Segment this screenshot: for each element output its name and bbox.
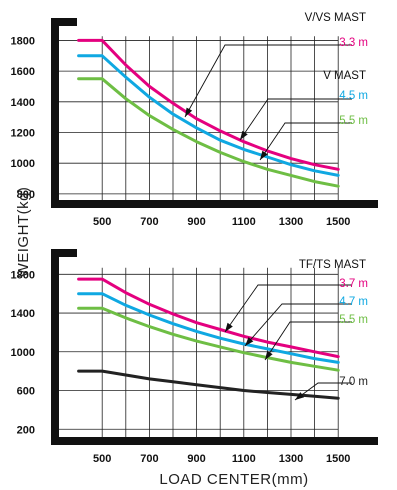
x-tick-label: 1100 [232, 216, 256, 228]
series-line [77, 77, 340, 188]
axis-frame-left [51, 18, 77, 200]
leader-arrowhead [185, 107, 193, 117]
y-tick-label: 1000 [11, 158, 35, 170]
y-tick-label: 1200 [11, 127, 35, 139]
x-tick-label: 900 [187, 216, 205, 228]
series-label: 7.0 m [339, 376, 368, 388]
series-label: 5.5 m [339, 115, 368, 127]
x-tick-label: 1100 [232, 453, 256, 465]
x-axis-label: LOAD CENTER(mm) [159, 471, 308, 488]
series-label: 5.5 m [339, 314, 368, 326]
mast-title: V MAST [323, 70, 366, 82]
x-tick-label: 1500 [326, 216, 350, 228]
x-tick-label: 1300 [279, 216, 303, 228]
x-tick-label: 700 [140, 453, 158, 465]
y-tick-label: 1000 [11, 347, 35, 359]
chart-bottom: 200 600 1000 1400 1800 500 700 900 1100 1300 1500 T… [11, 249, 378, 465]
leader-arrowhead [295, 392, 305, 400]
leader-arrowhead [260, 150, 268, 160]
x-tick-label: 1500 [326, 453, 350, 465]
series-label: 4.7 m [339, 296, 368, 308]
y-axis-label: WEIGHT(kg) [15, 187, 32, 278]
y-tick-label: 1600 [11, 66, 35, 78]
y-tick-label: 200 [17, 424, 35, 436]
axis-frame-left [51, 249, 77, 437]
mast-title: V/VS MAST [305, 12, 366, 24]
mast-title: TF/TS MAST [299, 259, 366, 271]
x-tick-label: 500 [93, 216, 111, 228]
series-label: 4.5 m [339, 90, 368, 102]
leader-arrowhead [245, 337, 254, 346]
leader-line [239, 98, 352, 141]
x-tick-label: 500 [93, 453, 111, 465]
leader-arrowhead [225, 322, 233, 332]
series-line [77, 369, 340, 400]
leader-line [244, 303, 352, 347]
y-tick-label: 600 [17, 386, 35, 398]
series-line [77, 292, 340, 364]
series-label: 3.3 m [339, 37, 368, 49]
x-tick-label: 1300 [279, 453, 303, 465]
y-tick-label: 1800 [11, 35, 35, 47]
y-tick-label: 1800 [11, 269, 35, 281]
series-line [77, 306, 340, 372]
y-tick-label: 800 [17, 189, 35, 201]
series-line [77, 277, 340, 359]
leader-arrowhead [265, 350, 273, 360]
x-tick-label: 900 [187, 453, 205, 465]
leader-arrowhead [240, 130, 248, 140]
leader-line [264, 321, 352, 361]
leader-line [184, 44, 352, 118]
leader-line [294, 382, 352, 401]
series-line [77, 38, 340, 171]
chart-top: 800 1000 1200 1400 1600 1800 500 700 900 1100 1300… [11, 12, 378, 228]
series-line [77, 54, 340, 177]
x-tick-label: 700 [140, 216, 158, 228]
series-label: 3.7 m [339, 278, 368, 290]
y-tick-label: 1400 [11, 308, 35, 320]
leader-line [224, 284, 352, 333]
leader-line [259, 122, 352, 161]
y-tick-label: 1400 [11, 97, 35, 109]
